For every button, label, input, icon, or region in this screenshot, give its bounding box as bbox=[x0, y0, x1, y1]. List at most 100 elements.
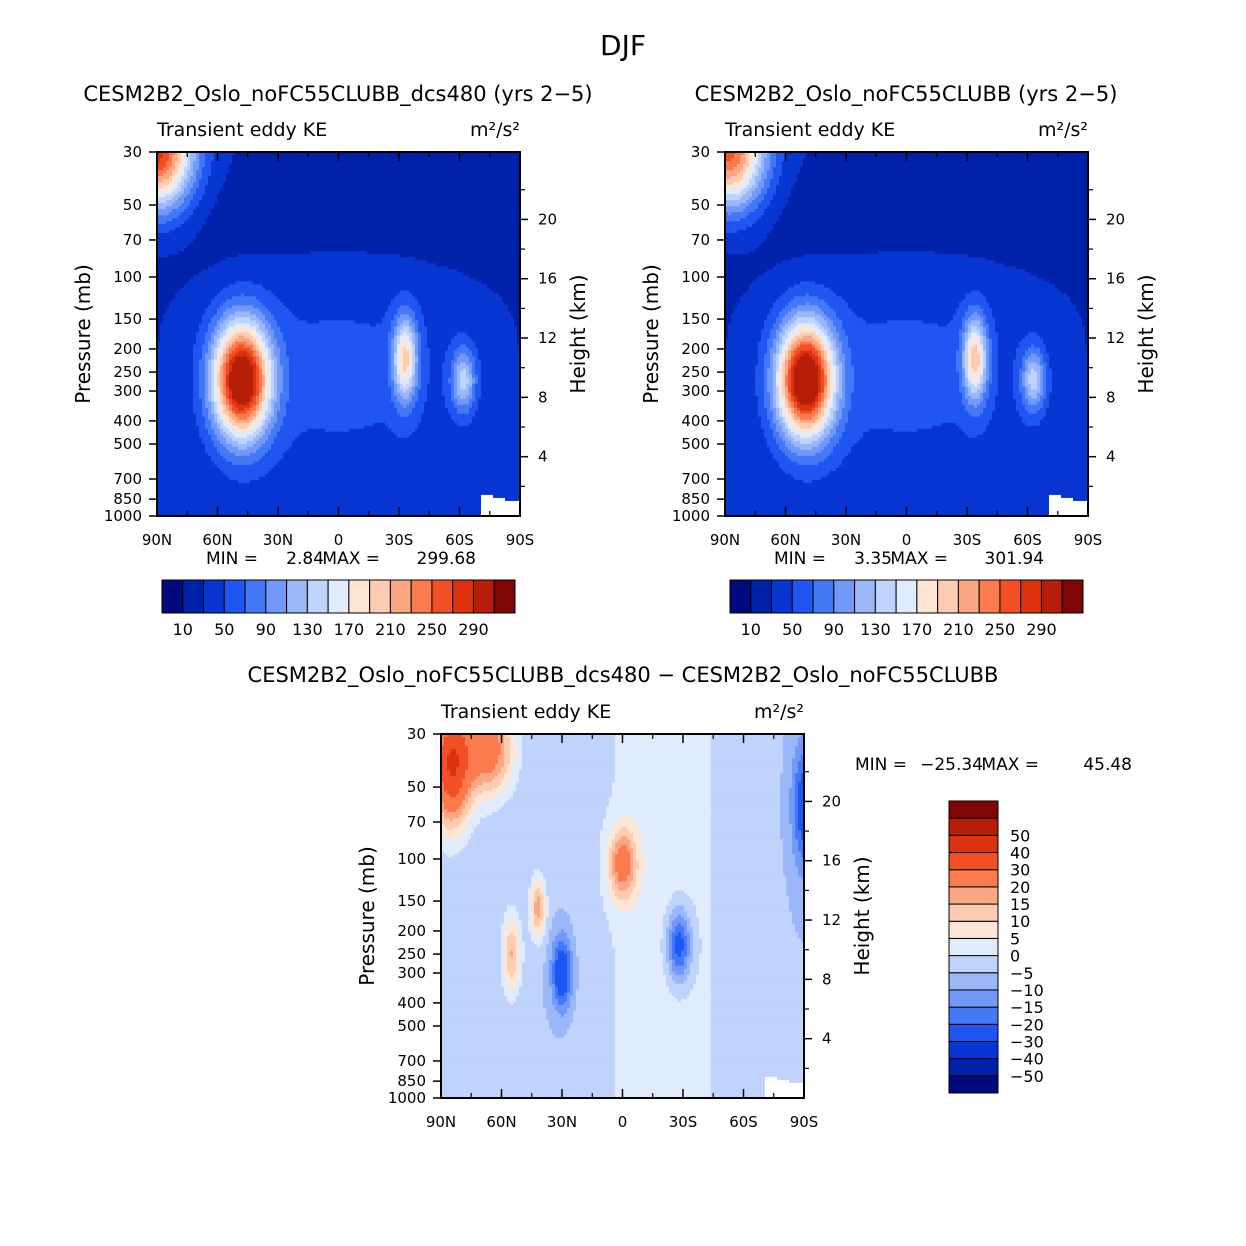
contour-cell bbox=[516, 749, 523, 753]
contour-cell bbox=[232, 368, 254, 373]
contour-cell bbox=[633, 854, 637, 858]
contour-cell bbox=[462, 809, 469, 813]
contour-cell bbox=[779, 176, 798, 180]
contour-cell bbox=[773, 173, 783, 177]
contour-cell bbox=[800, 434, 813, 439]
contour-cell bbox=[824, 404, 828, 409]
contour-cell bbox=[208, 341, 215, 346]
contour-cell bbox=[630, 860, 634, 864]
contour-cell bbox=[460, 344, 467, 349]
contour-cell bbox=[725, 482, 1089, 487]
contour-cell bbox=[830, 437, 840, 442]
contour-cell bbox=[1040, 422, 1089, 427]
contour-cell bbox=[501, 767, 508, 771]
contour-cell bbox=[968, 329, 972, 334]
contour-cell bbox=[250, 452, 266, 457]
contour-cell bbox=[202, 173, 212, 177]
contour-cell bbox=[776, 395, 780, 400]
contour-cell bbox=[758, 347, 768, 352]
contour-cell bbox=[397, 434, 410, 439]
contour-cell bbox=[1028, 377, 1038, 382]
contour-cell bbox=[250, 419, 254, 424]
contour-cell bbox=[797, 452, 816, 457]
contour-cell bbox=[791, 188, 1089, 192]
contour-cell bbox=[280, 425, 365, 430]
contour-cell bbox=[989, 350, 993, 355]
contour-cell bbox=[962, 299, 987, 304]
contour-cell bbox=[220, 290, 272, 294]
contour-cell bbox=[830, 362, 834, 367]
contour-cell bbox=[776, 401, 780, 406]
contour-cell bbox=[157, 488, 521, 493]
contour-cell bbox=[271, 392, 275, 397]
contour-cell bbox=[475, 341, 518, 346]
contour-cell bbox=[576, 941, 613, 946]
contour-cell bbox=[824, 413, 828, 418]
contour-cell bbox=[600, 863, 607, 867]
contour-cell bbox=[977, 368, 981, 373]
contour-cell bbox=[507, 908, 517, 913]
contour-cell bbox=[211, 458, 227, 463]
contour-cell bbox=[256, 449, 269, 454]
contour-cell bbox=[412, 374, 416, 379]
contour-cell bbox=[214, 152, 236, 156]
contour-cell bbox=[792, 836, 796, 840]
contour-cell bbox=[779, 356, 783, 361]
contour-cell bbox=[791, 458, 825, 463]
contour-cell bbox=[472, 386, 476, 391]
panel-1-min-label: MIN = bbox=[206, 549, 258, 569]
contour-cell bbox=[684, 941, 688, 946]
contour-cell bbox=[543, 908, 547, 913]
contour-cell bbox=[190, 215, 209, 219]
contour-cell bbox=[157, 344, 194, 349]
contour-cell bbox=[271, 380, 275, 385]
contour-cell bbox=[157, 437, 203, 442]
contour-cell bbox=[848, 338, 960, 343]
contour-cell bbox=[268, 392, 272, 397]
contour-cell bbox=[286, 401, 395, 406]
contour-cell bbox=[460, 362, 467, 367]
contour-cell bbox=[543, 896, 547, 901]
contour-cell bbox=[457, 380, 461, 385]
contour-cell bbox=[397, 356, 401, 361]
contour-cell bbox=[776, 335, 780, 340]
contour-cell bbox=[424, 320, 515, 325]
contour-cell bbox=[157, 203, 173, 207]
contour-cell bbox=[274, 329, 281, 334]
contour-cell bbox=[388, 335, 395, 340]
colorbar-label: 170 bbox=[334, 620, 365, 639]
contour-cell bbox=[463, 272, 521, 276]
contour-cell bbox=[968, 389, 972, 394]
contour-cell bbox=[1049, 506, 1089, 511]
contour-cell bbox=[725, 185, 741, 189]
contour-cell bbox=[157, 224, 182, 228]
contour-cell bbox=[475, 386, 482, 391]
contour-cell bbox=[780, 812, 790, 816]
contour-cell bbox=[783, 845, 793, 849]
contour-cell bbox=[528, 887, 532, 892]
contour-cell bbox=[516, 755, 523, 759]
contour-cell bbox=[785, 323, 792, 328]
contour-cell bbox=[785, 443, 795, 448]
contour-cell bbox=[217, 311, 224, 316]
contour-cell bbox=[199, 425, 206, 430]
contour-cell bbox=[259, 383, 263, 388]
contour-cell bbox=[430, 350, 446, 355]
contour-cell bbox=[157, 365, 194, 370]
contour-cell bbox=[415, 323, 419, 328]
contour-cell bbox=[725, 389, 756, 394]
contour-cell bbox=[1016, 398, 1023, 403]
contour-cell bbox=[1052, 374, 1089, 379]
contour-cell bbox=[995, 326, 1086, 331]
contour-cell bbox=[833, 383, 837, 388]
contour-cell bbox=[725, 374, 756, 379]
contour-cell bbox=[229, 395, 233, 400]
contour-cell bbox=[758, 218, 780, 222]
contour-cell bbox=[534, 884, 544, 889]
contour-cell bbox=[172, 170, 179, 174]
contour-cell bbox=[543, 938, 550, 943]
contour-cell bbox=[770, 182, 780, 186]
contour-cell bbox=[501, 926, 508, 931]
contour-cell bbox=[193, 194, 203, 198]
contour-cell bbox=[797, 395, 816, 400]
